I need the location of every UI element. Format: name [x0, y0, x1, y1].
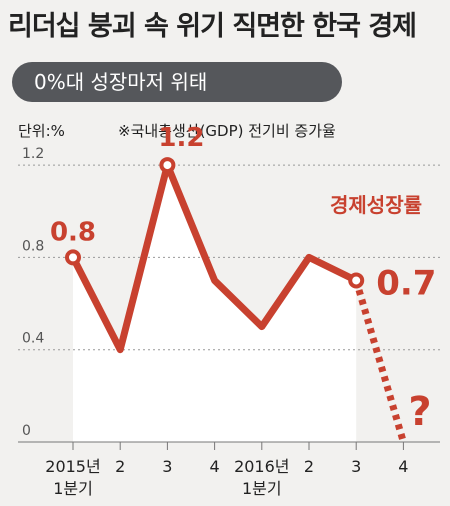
area-fill [73, 165, 357, 443]
series-label: 경제성장률 [330, 193, 422, 217]
x-tick-label: 2 [115, 457, 125, 476]
y-tick-label: 1.2 [22, 146, 44, 162]
projection-annotation: ? [408, 389, 431, 435]
subtitle-badge: 0%대 성장마저 위태 [12, 62, 342, 102]
x-tick-label: 2015년 [45, 457, 100, 476]
data-label: 0.7 [376, 263, 436, 303]
x-tick-label: 4 [210, 457, 220, 476]
series-line [69, 161, 360, 354]
data-point-marker [348, 272, 365, 289]
unit-label: 단위:% [18, 122, 65, 140]
x-tick-label: 3 [162, 457, 172, 476]
chart-title: 리더십 붕괴 속 위기 직면한 한국 경제 [8, 11, 417, 42]
projected-line [352, 279, 407, 443]
x-tick-label: 2 [304, 457, 314, 476]
y-tick-label: 0.4 [22, 331, 44, 347]
data-point-marker [159, 157, 176, 174]
x-tick-label: 1분기 [242, 479, 282, 498]
note-label: ※국내총생산(GDP) 전기비 증가율 [118, 122, 336, 140]
x-tick-label: 1분기 [53, 479, 93, 498]
x-tick-label: 4 [398, 457, 408, 476]
y-tick-label: 0 [22, 423, 31, 439]
data-label: 1.2 [158, 123, 204, 153]
x-tick-label: 3 [351, 457, 361, 476]
data-label: 0.8 [50, 217, 96, 247]
x-tick-label: 2016년 [234, 457, 289, 476]
y-tick-label: 0.8 [22, 238, 44, 254]
data-point-marker [65, 249, 81, 266]
